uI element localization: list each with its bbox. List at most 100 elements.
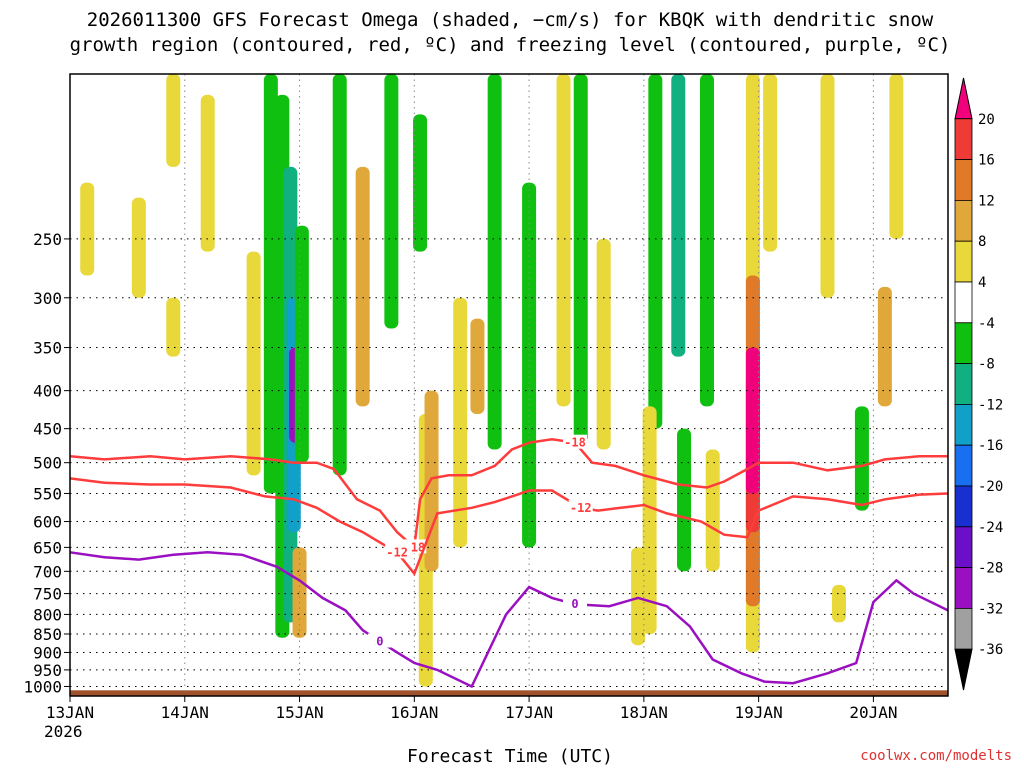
colorbar-swatch-6: [954, 322, 973, 364]
omega-cell-35: [705, 449, 720, 572]
y-tick-label: 800: [33, 605, 62, 624]
contour-line-0: [69, 438, 948, 550]
y-tick-label: 600: [33, 513, 62, 532]
y-tick-label: 400: [33, 382, 62, 401]
contour-label-bg: [385, 544, 410, 559]
y-tick-label: 900: [33, 643, 62, 662]
colorbar-swatch-4: [954, 240, 973, 283]
x-axis-year: 2026: [44, 722, 83, 741]
omega-cell-0: [80, 182, 95, 276]
colorbar-bottom-arrow: [954, 648, 973, 691]
omega-cell-34: [745, 347, 760, 494]
colorbar-label: 4: [978, 275, 986, 291]
omega-cell-20: [470, 318, 485, 414]
omega-cell-6: [263, 74, 278, 494]
colorbar-swatch-1: [954, 118, 973, 161]
omega-cell-5: [246, 251, 261, 476]
omega-cell-36: [763, 74, 778, 252]
colorbar-label: -28: [978, 561, 1003, 577]
colorbar-label: 12: [978, 193, 995, 209]
omega-cell-29: [699, 74, 714, 407]
omega-cell-27: [671, 74, 686, 357]
omega-cell-37: [820, 74, 835, 298]
x-tick-label: 13JAN: [46, 703, 94, 722]
x-tick-label: 16JAN: [390, 703, 438, 722]
y-tick-label: 450: [33, 420, 62, 439]
omega-cell-1: [131, 197, 146, 298]
chart-title: 2026011300 GFS Forecast Omega (shaded, −…: [87, 9, 934, 31]
omega-cell-38: [854, 406, 869, 511]
colorbar-label: -24: [978, 520, 1003, 536]
x-tick-label: 17JAN: [505, 703, 553, 722]
omega-cell-18: [424, 390, 439, 572]
contour-label: 0: [376, 634, 383, 648]
y-tick-label: 850: [33, 625, 62, 644]
colorbar: 20 16 12 8 4 -4 -8 -12 -16 -20 -24 -28 -32 -36: [954, 77, 1003, 691]
contour-label-bg: [562, 434, 587, 449]
x-axis-label: Forecast Time (UTC): [407, 746, 613, 767]
chart-subtitle: growth region (contoured, red, ºC) and f…: [70, 34, 951, 56]
colorbar-label: -16: [978, 438, 1003, 454]
colorbar-label: 16: [978, 153, 995, 169]
omega-cell-24: [573, 74, 588, 443]
omega-cell-39: [877, 286, 892, 407]
colorbar-swatch-7: [954, 363, 973, 405]
y-tick-label: 700: [33, 562, 62, 581]
ground-fill: [70, 690, 948, 696]
omega-cell-4: [200, 94, 215, 252]
colorbar-swatch-9: [954, 444, 973, 487]
colorbar-label: -32: [978, 601, 1003, 617]
colorbar-swatch-12: [954, 567, 973, 609]
omega-cell-42: [631, 547, 646, 646]
x-tick-label: 15JAN: [275, 703, 323, 722]
colorbar-label: -4: [978, 316, 995, 332]
y-tick-label: 950: [33, 661, 62, 680]
y-tick-label: 300: [33, 289, 62, 308]
omega-cell-40: [889, 74, 904, 239]
omega-cell-28: [677, 428, 692, 572]
contour-label: -12: [570, 501, 592, 515]
y-tick-label: 250: [33, 230, 62, 249]
colorbar-swatch-3: [954, 199, 973, 242]
omega-cell-22: [522, 182, 537, 548]
contour-label-bg: [568, 499, 593, 514]
colorbar-swatch-2: [954, 159, 973, 201]
colorbar-swatch-13: [954, 608, 973, 650]
omega-cell-11: [294, 225, 309, 463]
x-axis-ticks: 13JAN 14JAN 15JAN 16JAN 17JAN 18JAN 19JAN 20JAN: [46, 696, 897, 722]
omega-cell-25: [596, 238, 611, 450]
contour-line-2: [69, 551, 949, 689]
y-tick-label: 350: [33, 339, 62, 358]
contour-label-bg: [562, 596, 587, 611]
colorbar-top-arrow: [954, 77, 973, 120]
contour-label: 0: [571, 597, 578, 611]
omega-cell-16: [413, 114, 428, 252]
x-tick-label: 14JAN: [161, 703, 209, 722]
y-tick-label: 750: [33, 585, 62, 604]
contour-line-1: [69, 477, 949, 577]
omega-cell-12: [292, 547, 307, 638]
omega-cell-26: [648, 74, 663, 429]
x-tick-label: 19JAN: [735, 703, 783, 722]
credit-text: coolwx.com/modelts: [860, 748, 1012, 764]
x-tick-label: 20JAN: [849, 703, 897, 722]
omega-cell-19: [453, 297, 468, 548]
omega-cell-15: [384, 74, 399, 329]
omega-shading: [80, 74, 904, 687]
colorbar-swatch-10: [954, 485, 973, 528]
omega-cell-3: [166, 297, 181, 357]
y-tick-label: 1000: [23, 677, 62, 696]
colorbar-swatch-8: [954, 403, 973, 446]
omega-cell-21: [487, 74, 502, 450]
omega-cell-41: [831, 584, 846, 623]
contour-label-bg: [367, 633, 392, 648]
omega-cell-14: [355, 166, 370, 407]
colorbar-swatch-5: [954, 281, 973, 324]
omega-cell-23: [556, 74, 571, 407]
colorbar-label: -8: [978, 357, 995, 373]
grid-lines: [70, 74, 948, 696]
contour-label: -18: [564, 436, 586, 450]
y-axis-ticks: 2503003504004505005506006507007508008509…: [23, 230, 70, 696]
